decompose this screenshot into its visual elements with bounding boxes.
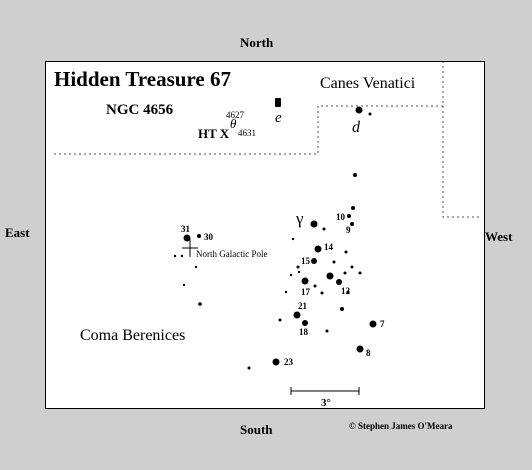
star-17-label: 17 — [301, 287, 311, 297]
star-field — [194, 265, 198, 269]
theta-symbol: θ — [230, 116, 237, 131]
star-e-label: e — [275, 110, 282, 126]
star-chart-canvas: Hidden Treasure 67 NGC 4656 Canes Venati… — [54, 62, 479, 409]
star-12-label: 12 — [341, 286, 351, 296]
star-field — [180, 254, 184, 258]
west-label: West — [485, 229, 513, 244]
star-e — [275, 98, 281, 107]
star-9-label: 9 — [346, 225, 351, 235]
star-field — [291, 237, 295, 241]
star-field — [346, 290, 350, 294]
galactic-pole-label: North Galactic Pole — [196, 249, 267, 259]
south-label: South — [240, 422, 273, 437]
constellation-boundary — [54, 62, 479, 218]
star-23 — [272, 358, 280, 366]
region-canes-venatici: Canes Venatici — [320, 75, 416, 92]
star-7 — [369, 320, 377, 328]
star-8-label: 8 — [366, 348, 371, 358]
star-21 — [293, 311, 301, 319]
star-field — [326, 272, 334, 280]
star-chart: Hidden Treasure 67 NGC 4656 Canes Venati… — [45, 61, 485, 409]
star-8 — [356, 345, 364, 353]
star-10-label: 10 — [336, 212, 346, 222]
star-9 — [350, 222, 354, 226]
galactic-pole-marker — [182, 239, 198, 257]
star-7-label: 7 — [380, 319, 385, 329]
star-field — [198, 302, 202, 306]
region-coma-berenices: Coma Berenices — [80, 327, 185, 344]
copyright-notice: © Stephen James O'Meara — [349, 421, 453, 431]
star-field — [340, 307, 344, 311]
star-field — [353, 173, 357, 177]
star-18 — [302, 320, 308, 326]
star-field — [358, 271, 362, 275]
asterism-label: HT X — [198, 126, 230, 141]
star-field — [351, 206, 355, 210]
scale-label: 3° — [321, 397, 331, 409]
object-name: NGC 4656 — [106, 102, 174, 118]
star-field — [332, 260, 336, 264]
star-field — [313, 284, 317, 288]
star-31 — [183, 234, 191, 242]
star-field — [325, 329, 329, 333]
star-14-label: 14 — [324, 242, 334, 252]
star-field — [296, 265, 300, 269]
star-d-companion — [368, 112, 372, 116]
star-10 — [347, 214, 351, 218]
star-30 — [197, 234, 201, 238]
star-field — [350, 265, 354, 269]
star-gamma — [310, 220, 318, 228]
star-d — [355, 106, 363, 114]
star-field — [320, 291, 324, 295]
star-30-label: 30 — [204, 232, 214, 242]
star-31-label: 31 — [181, 224, 191, 234]
star-14 — [314, 245, 322, 253]
star-field — [247, 366, 251, 370]
star-23-label: 23 — [284, 357, 294, 367]
star-18-label: 18 — [299, 327, 309, 337]
star-d-label: d — [352, 119, 361, 136]
star-gamma-label: γ — [295, 209, 304, 228]
east-label: East — [5, 225, 30, 240]
star-21-label: 21 — [298, 301, 308, 311]
star-15 — [311, 258, 317, 264]
star-12 — [336, 279, 342, 285]
star-field — [173, 254, 177, 258]
star-field — [289, 273, 293, 277]
star-17 — [301, 277, 309, 285]
chart-title: Hidden Treasure 67 — [54, 67, 231, 91]
star-field — [297, 270, 301, 274]
star-field — [284, 290, 288, 294]
star-15-label: 15 — [301, 256, 311, 266]
ngc-4631-label: 4631 — [238, 128, 256, 138]
star-field — [182, 283, 186, 287]
star-field — [343, 271, 347, 275]
star-field — [322, 227, 326, 231]
scale-bar — [290, 387, 360, 395]
north-label: North — [240, 35, 274, 50]
star-field — [278, 318, 282, 322]
ngc-4627-label: 4627 — [226, 110, 245, 120]
star-field — [344, 250, 348, 254]
